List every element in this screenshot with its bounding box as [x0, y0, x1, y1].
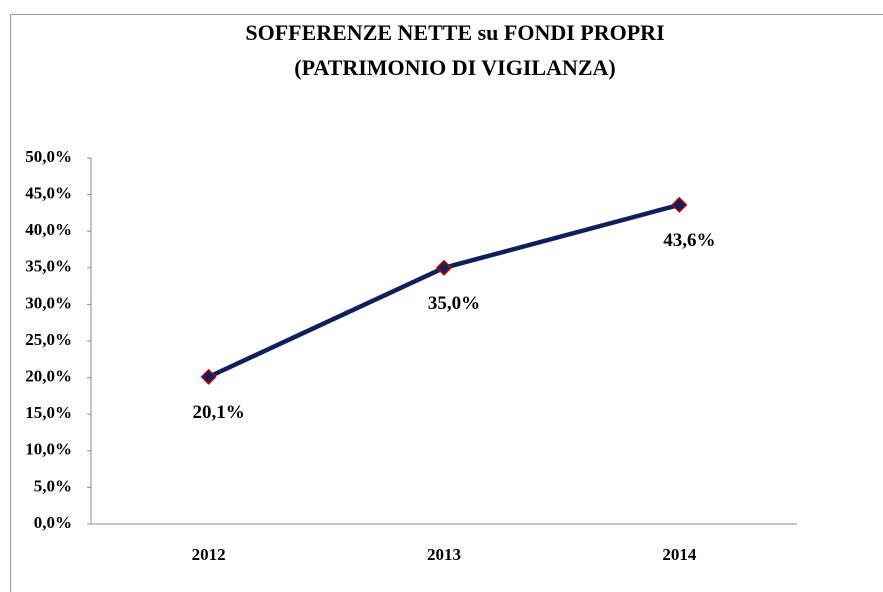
y-tick-label: 40,0%	[25, 220, 72, 239]
data-point	[671, 196, 688, 213]
chart-frame	[10, 14, 883, 592]
y-tick-label: 50,0%	[25, 147, 72, 166]
y-tick-label: 45,0%	[25, 184, 72, 203]
y-tick-label: 25,0%	[25, 330, 72, 349]
x-tick-label: 2013	[427, 545, 461, 564]
x-tick-label: 2014	[662, 545, 697, 564]
series-line	[207, 202, 680, 379]
y-tick-label: 20,0%	[25, 367, 72, 386]
data-label: 43,6%	[663, 230, 715, 251]
x-tick-label: 2012	[192, 545, 226, 564]
y-tick-label: 15,0%	[25, 403, 72, 422]
y-tick-label: 30,0%	[25, 293, 72, 312]
y-tick-label: 10,0%	[25, 440, 72, 459]
y-tick-label: 35,0%	[25, 257, 72, 276]
chart-subtitle: (PATRIMONIO DI VIGILANZA)	[294, 55, 615, 80]
y-tick-label: 5,0%	[34, 476, 72, 495]
chart-title: SOFFERENZE NETTE su FONDI PROPRI	[245, 20, 664, 45]
data-label: 35,0%	[428, 293, 480, 314]
data-point	[435, 259, 453, 276]
y-tick-label: 0,0%	[34, 513, 72, 532]
data-label: 20,1%	[193, 402, 245, 423]
data-point	[200, 368, 217, 385]
